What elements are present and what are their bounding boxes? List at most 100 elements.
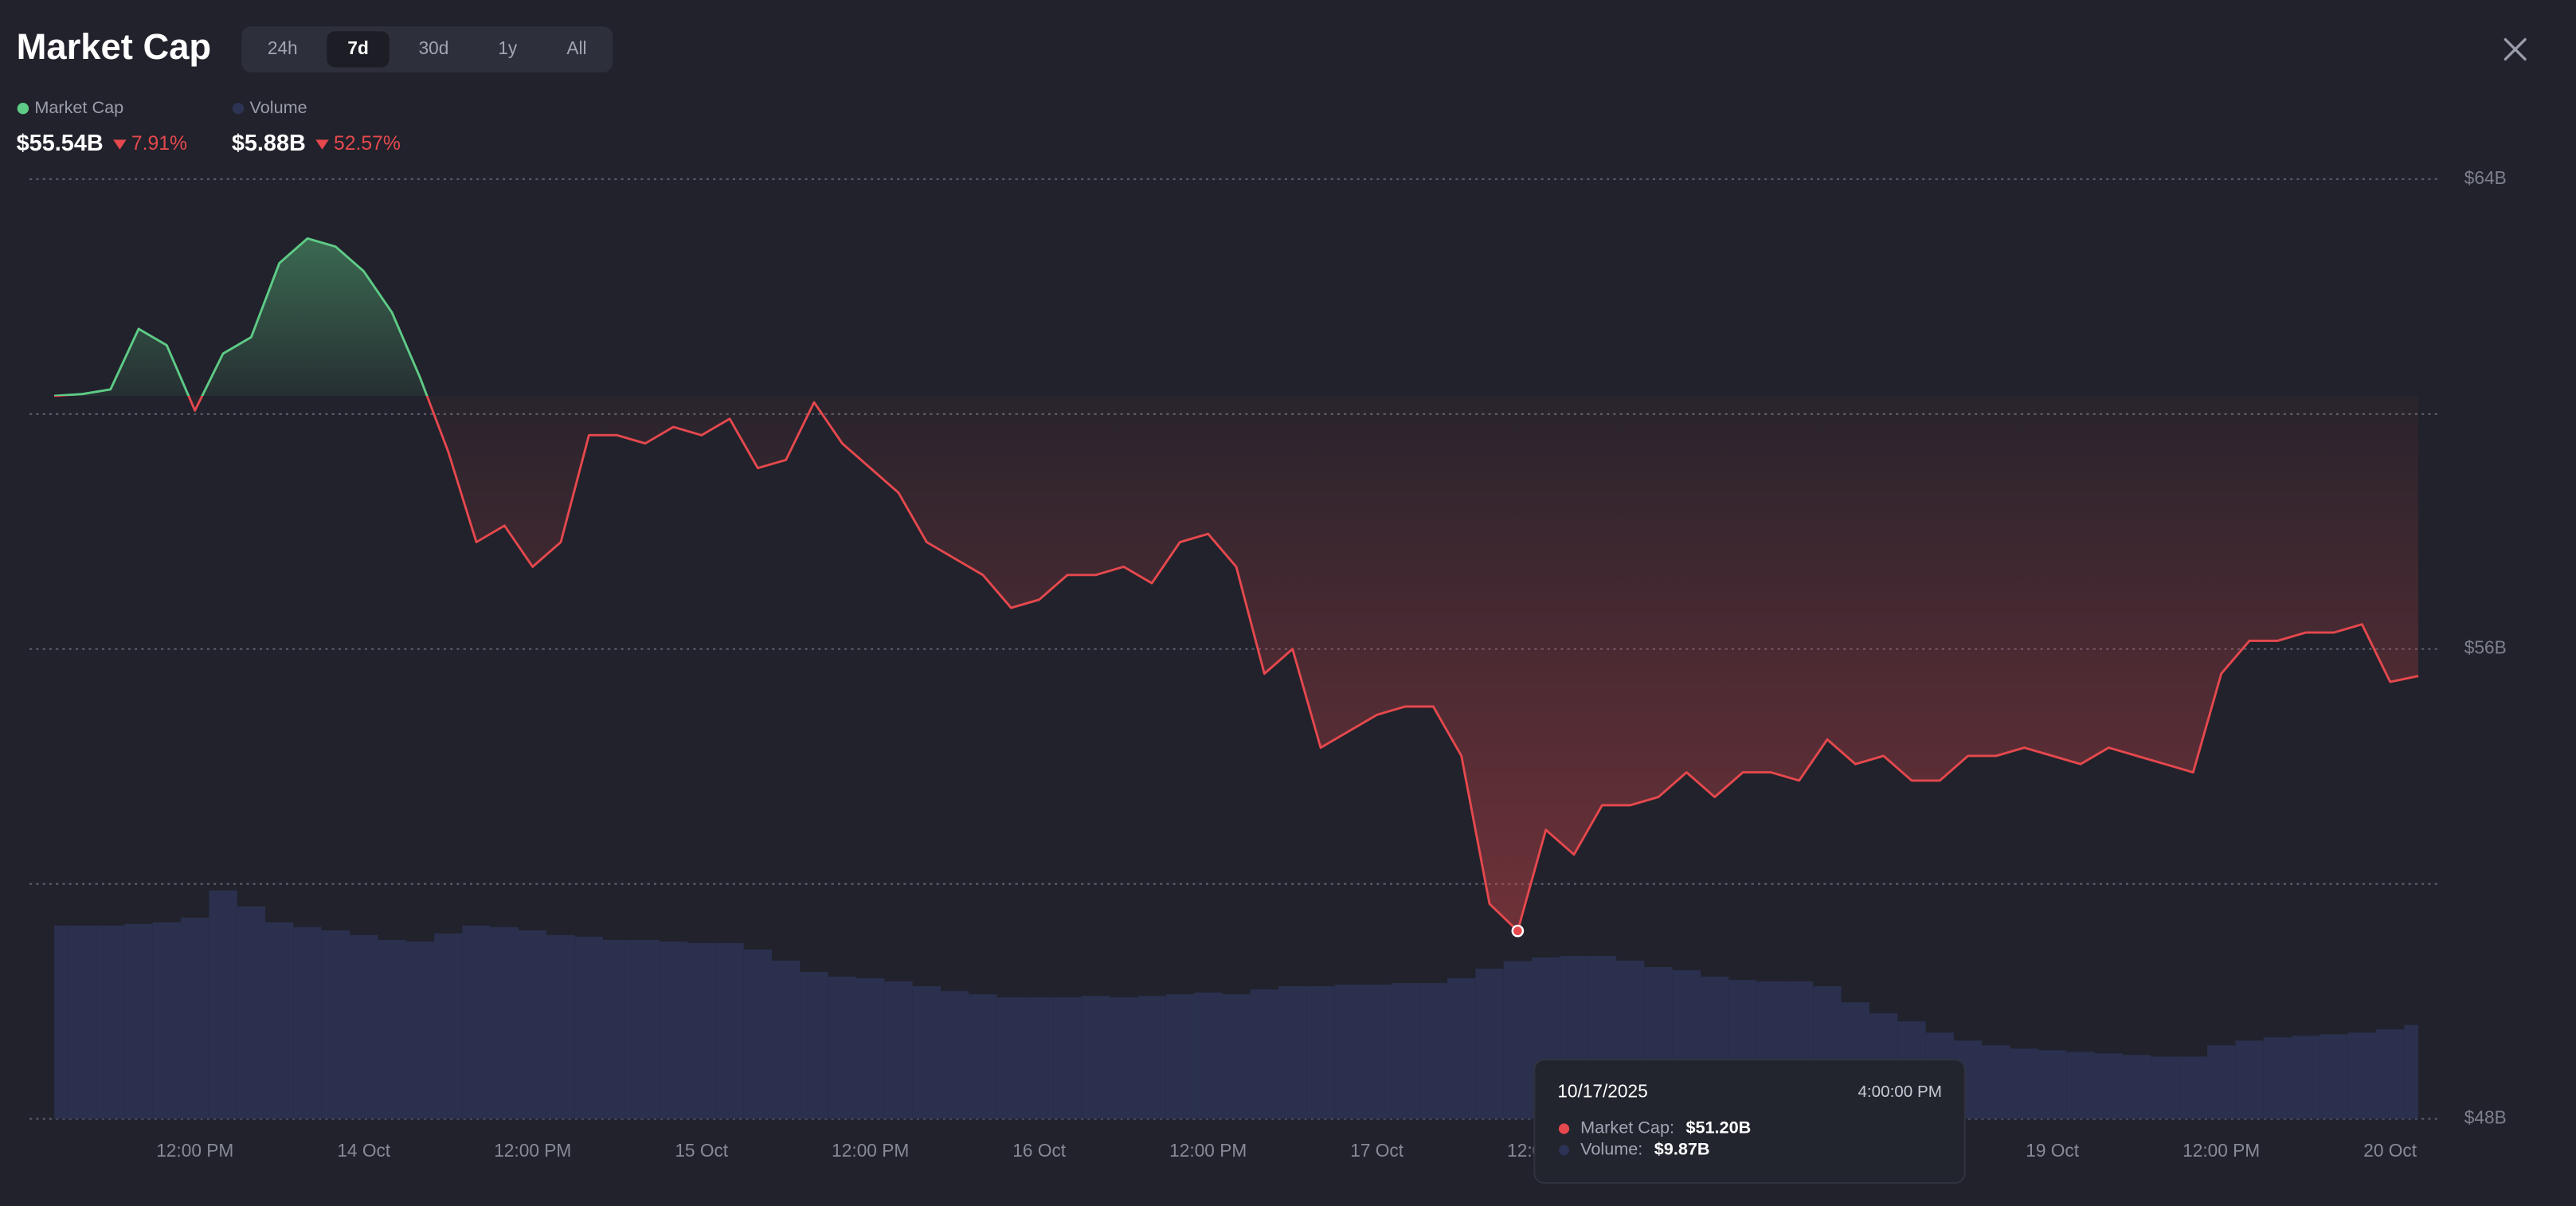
volume-bar [772,960,801,1119]
volume-bar [1278,986,1307,1119]
volume-bar [856,978,885,1119]
range-button[interactable]: 30d [419,37,449,58]
volume-bar [2010,1048,2039,1119]
volume-bar [519,930,547,1119]
x-tick-label: 15 Oct [675,1140,728,1161]
volume-bar [462,925,491,1119]
tooltip-date: 10/17/2025 [1557,1081,1647,1102]
volume-bar [2292,1036,2320,1119]
volume-bar [1391,983,1419,1119]
volume-bar [1306,986,1335,1119]
volume-bar [490,926,519,1119]
volume-bar [1503,961,1533,1119]
tooltip-label: Market Cap: [1580,1118,1674,1137]
volume-bar [2404,1024,2418,1119]
volume-bar [124,923,153,1119]
x-tick-label: 12:00 PM [494,1140,571,1161]
volume-bar [378,939,406,1119]
volume-bar [1475,969,1504,1119]
volume-bar [2123,1055,2151,1119]
change-arrow [315,139,329,150]
volume-bar [68,925,97,1119]
tooltip-box [1533,1059,1966,1184]
volume-bar [209,890,237,1119]
volume-bar [2376,1029,2405,1119]
volume-bar [659,941,688,1119]
x-tick-label: 14 Oct [337,1140,390,1161]
range-button[interactable]: 7d [347,37,368,58]
volume-bar [2347,1032,2377,1119]
volume-bar [1419,983,1448,1119]
volume-bar [828,977,857,1119]
volume-bar [996,997,1026,1119]
volume-bar [434,933,463,1119]
volume-bar [181,917,209,1119]
volume-bar [912,986,942,1119]
volume-bar [265,922,294,1119]
change-arrow [113,139,127,150]
legend-label: Volume [250,97,307,117]
volume-bar [1222,994,1251,1119]
legend-change: 7.91% [131,133,187,155]
volume-bar [1447,978,1476,1119]
volume-bar [2094,1053,2124,1119]
volume-bar [546,934,575,1119]
volume-bar [152,922,182,1119]
x-tick-label: 17 Oct [1350,1140,1403,1161]
market-cap-line [53,237,2419,933]
volume-bar [941,991,969,1119]
volume-bar [1982,1045,2010,1119]
volume-bar [1110,997,1138,1119]
volume-bar [800,972,828,1119]
volume-bar [884,981,913,1119]
volume-bar [1250,989,1279,1119]
volume-bar [1137,996,1166,1119]
volume-bar [603,939,632,1119]
y-tick-label: $56B [2464,637,2507,658]
volume-bar [405,941,435,1119]
tooltip-time: 4:00:00 PM [1858,1083,1941,1101]
volume-bar [1194,993,1223,1119]
hover-marker [1511,924,1525,938]
legend-value: $5.88B [232,131,306,156]
volume-bar [2151,1056,2179,1119]
area [54,238,2418,931]
legend-dot [232,102,245,115]
chart-title: Market Cap [17,26,212,67]
legend-value: $55.54B [17,131,104,156]
legend-dot [17,102,29,115]
close-button[interactable] [2504,37,2527,61]
volume-bar [237,906,266,1119]
volume-bar [715,942,744,1119]
x-tick-label: 12:00 PM [156,1140,233,1161]
volume-bar [293,926,322,1119]
volume-bar [969,994,997,1119]
volume-bar [2235,1040,2264,1119]
x-tick-label: 12:00 PM [832,1140,909,1161]
range-button[interactable]: 1y [498,37,518,58]
volume-bar [54,925,69,1119]
volume-bar [2263,1037,2292,1119]
tooltip-label: Volume: [1580,1139,1642,1159]
range-button[interactable]: All [566,37,586,58]
x-tick-label: 12:00 PM [2183,1140,2260,1161]
volume-bar [1363,985,1392,1119]
volume-bar [2066,1051,2095,1119]
range-button[interactable]: 24h [268,37,298,58]
volume-bar [2179,1056,2208,1119]
volume-bar [2320,1034,2348,1119]
volume-bar [687,942,716,1119]
legend-label: Market Cap [34,97,123,117]
tooltip-dot [1558,1145,1570,1156]
volume-bar [1165,994,1195,1119]
volume-bar [574,936,604,1119]
x-tick-label: 20 Oct [2363,1140,2417,1161]
volume-bar [96,925,125,1119]
y-tick-label: $48B [2464,1107,2507,1128]
volume-bar [1053,997,1082,1119]
y-tick-label: $64B [2464,167,2507,188]
tooltip-dot [1558,1123,1570,1134]
tooltip-value: $9.87B [1654,1139,1710,1159]
